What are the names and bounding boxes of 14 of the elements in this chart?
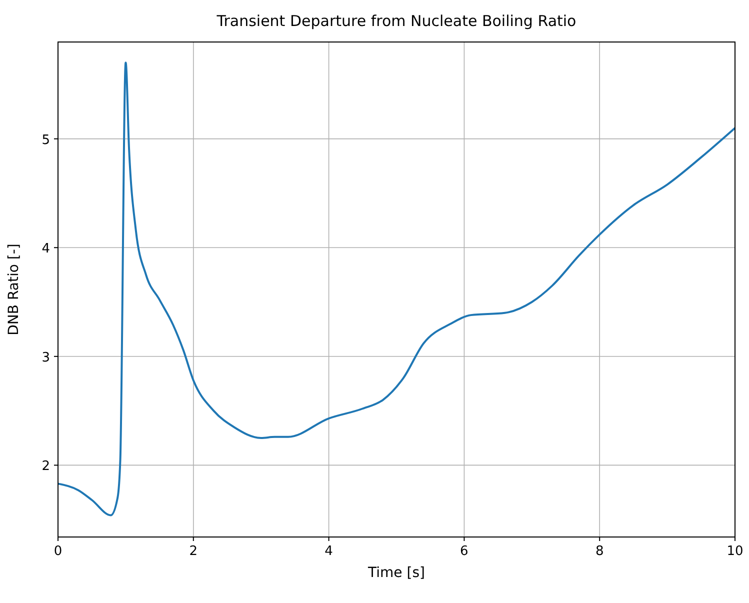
x-tick-label: 0 (54, 544, 62, 559)
x-tick-label: 10 (726, 544, 744, 559)
y-axis-title: DNB Ratio [-] (6, 244, 22, 336)
x-tick-label: 4 (324, 544, 333, 559)
x-tick-label: 6 (460, 544, 468, 559)
chart-title: Transient Departure from Nucleate Boiling Ratio (216, 12, 576, 30)
x-axis-title: Time [s] (367, 565, 425, 581)
y-tick-label: 3 (42, 350, 50, 366)
y-tick-label: 4 (42, 242, 50, 257)
x-tick-label: 8 (595, 544, 604, 559)
y-tick-label: 2 (42, 459, 50, 474)
line-series (57, 62, 736, 516)
x-tick-label: 2 (189, 544, 198, 559)
y-tick-label: 5 (42, 132, 50, 148)
